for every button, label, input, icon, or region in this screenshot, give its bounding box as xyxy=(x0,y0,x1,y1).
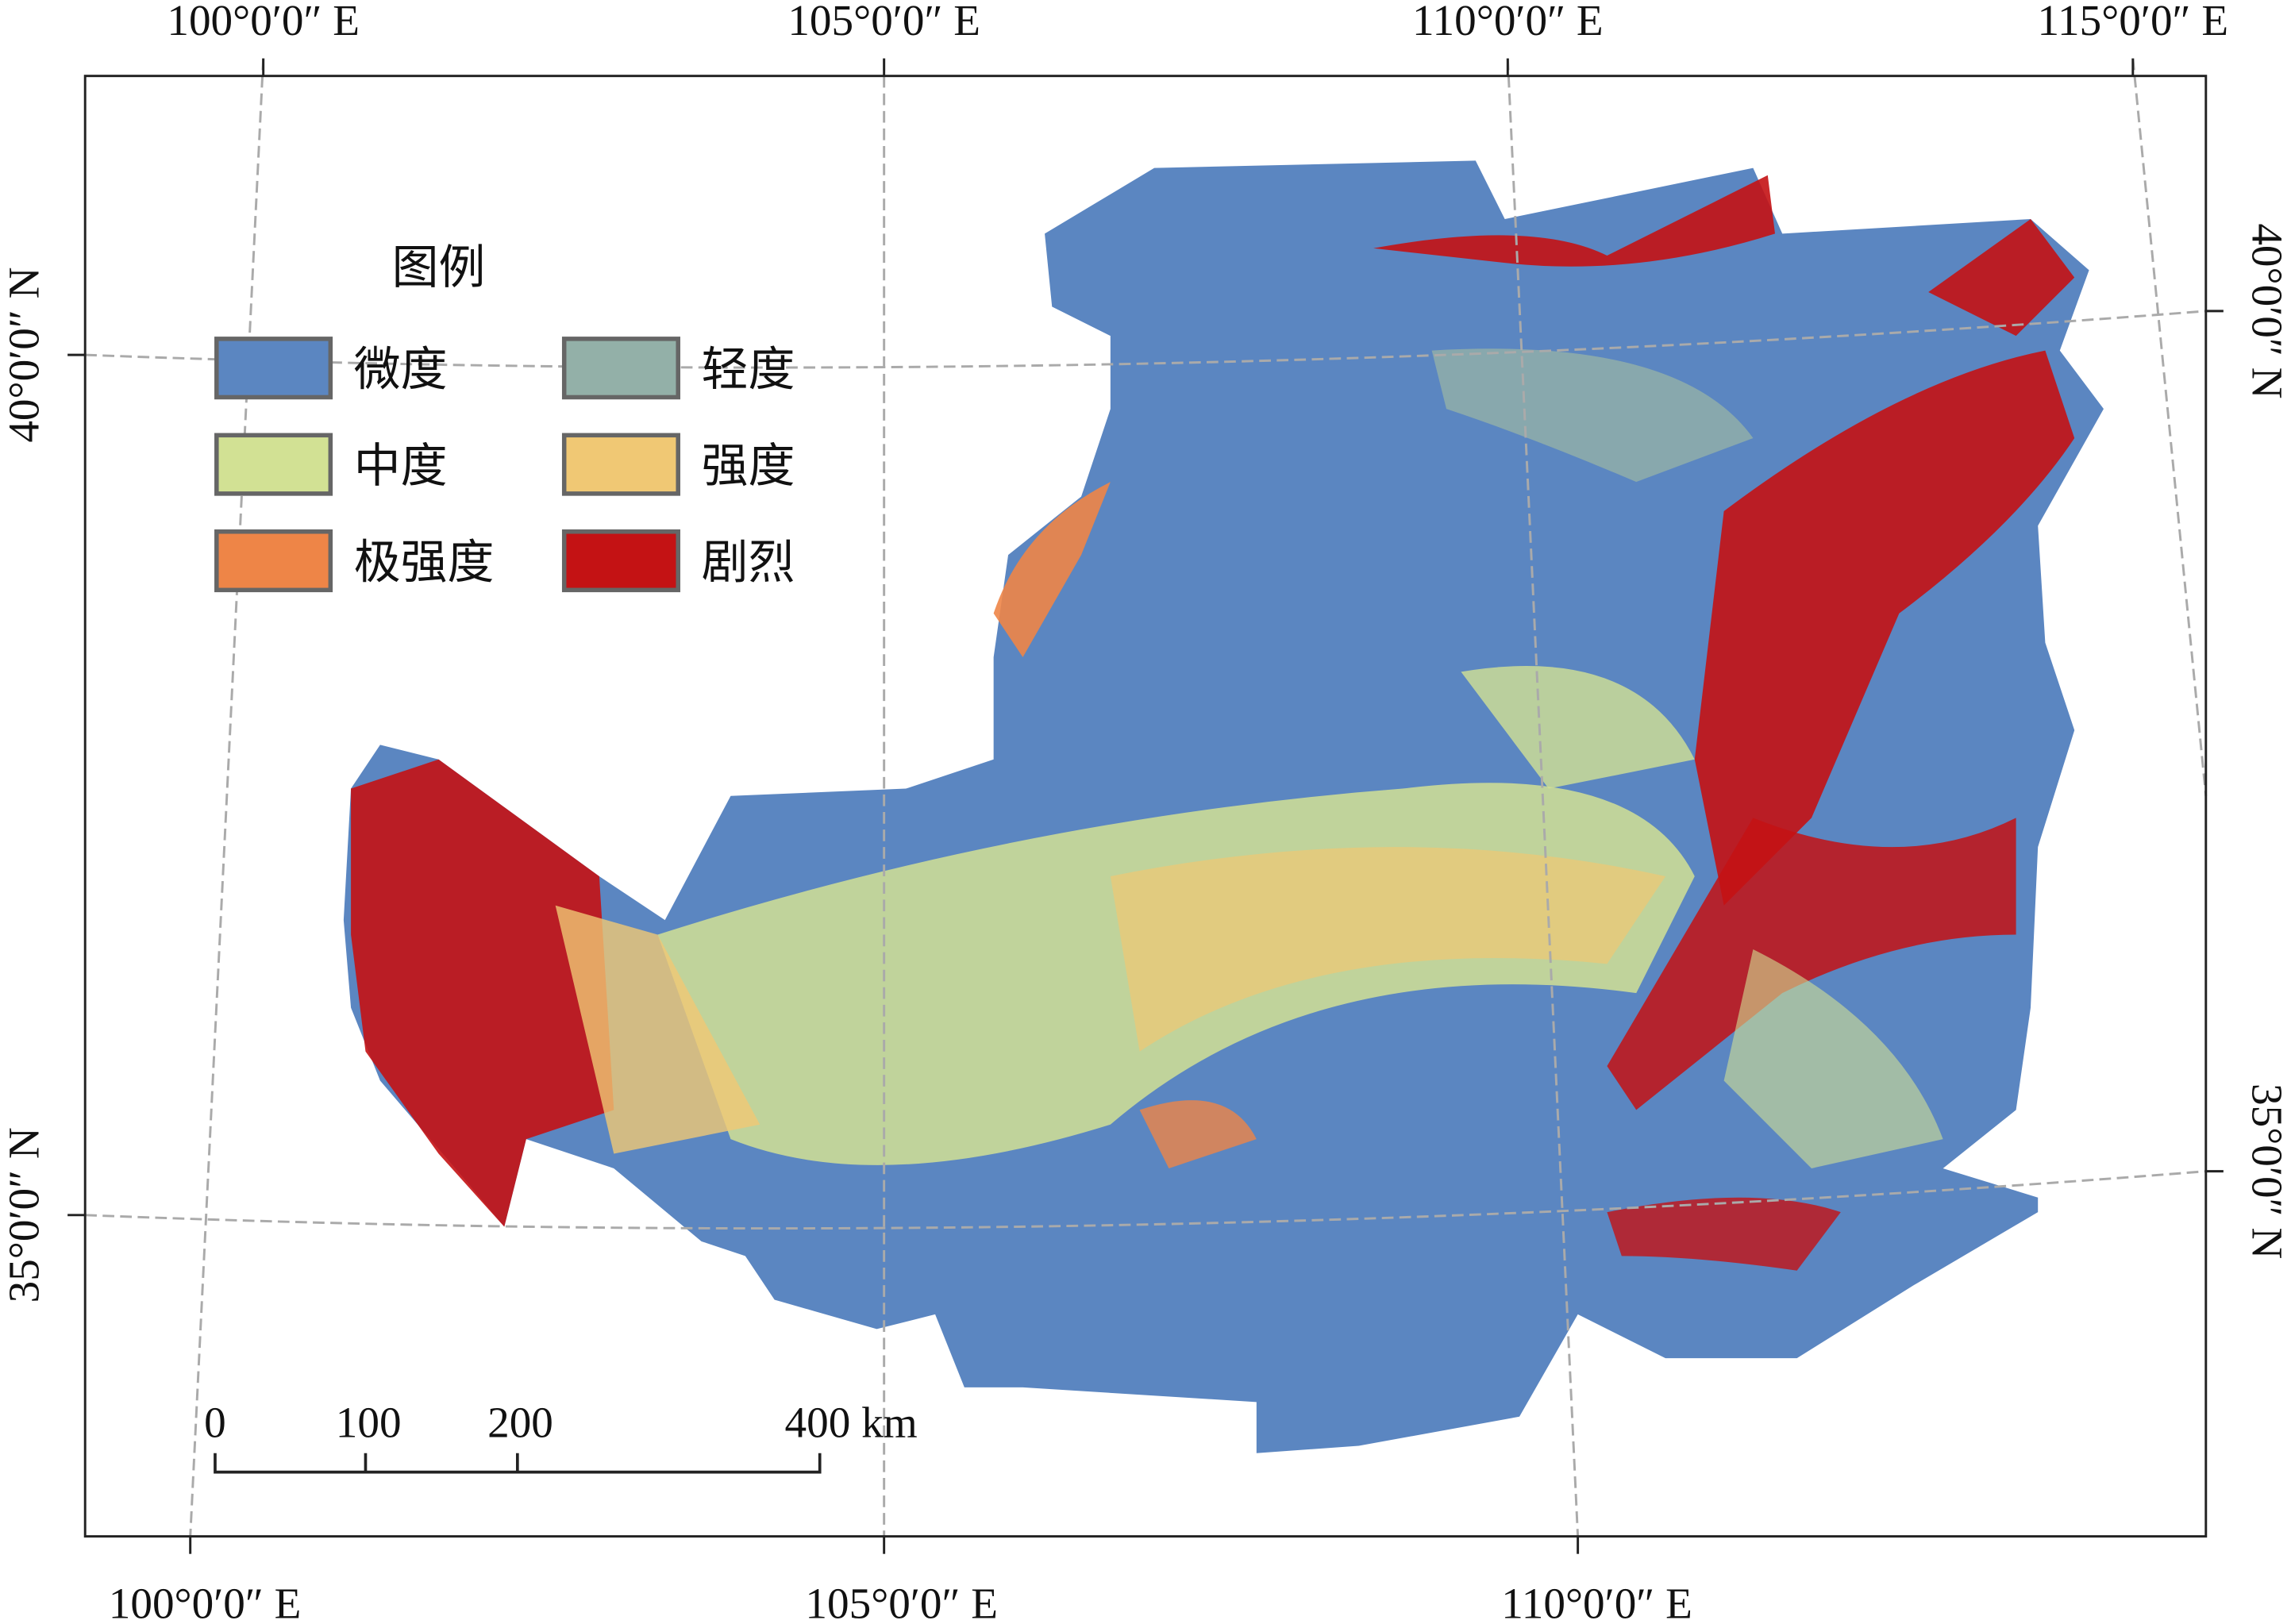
scale-bar: 0 100 200 400 km xyxy=(204,1398,918,1474)
meridian xyxy=(2131,58,2208,796)
legend-swatch xyxy=(561,337,680,400)
legend-label: 中度 xyxy=(354,438,448,493)
legend-label: 剧烈 xyxy=(702,535,795,590)
scale-label: 200 xyxy=(487,1398,553,1446)
erosion-patch xyxy=(1694,350,2075,906)
erosion-patch xyxy=(351,759,614,1227)
erosion-patch xyxy=(1461,666,1695,789)
top-label: 105°0′0″ E xyxy=(787,0,980,44)
erosion-patch xyxy=(555,905,760,1154)
top-label: 115°0′0″ E xyxy=(2038,0,2229,44)
meridian xyxy=(189,58,265,1537)
top-label: 110°0′0″ E xyxy=(1412,0,1604,44)
meridian xyxy=(1506,58,1580,1537)
scale-label: 100 xyxy=(336,1398,402,1446)
left-label: 40°0′0″ N xyxy=(0,267,48,443)
legend-swatch xyxy=(561,433,680,496)
right-label: 35°0′0″ N xyxy=(2243,1083,2291,1259)
left-label: 35°0′0″ N xyxy=(0,1127,48,1303)
erosion-patch xyxy=(1431,348,1754,483)
bottom-label: 100°0′0″ E xyxy=(109,1580,302,1624)
loess-plateau xyxy=(343,160,2104,1453)
erosion-patch xyxy=(1607,1197,1841,1271)
erosion-patch xyxy=(1373,175,1776,267)
parallel xyxy=(85,310,2206,369)
legend-label: 轻度 xyxy=(702,342,795,397)
erosion-patch xyxy=(1110,847,1666,1052)
legend-title: 图例 xyxy=(392,240,486,294)
tick-marks xyxy=(67,58,2224,1554)
erosion-patch xyxy=(1723,949,1943,1168)
legend-label: 微度 xyxy=(354,342,448,397)
bottom-label: 110°0′0″ E xyxy=(1501,1580,1692,1624)
parallel xyxy=(85,1170,2206,1230)
erosion-patch xyxy=(1928,218,2075,337)
legend-swatch xyxy=(214,529,333,593)
legend-label: 强度 xyxy=(702,438,795,493)
bottom-label: 105°0′0″ E xyxy=(805,1580,998,1624)
erosion-patch xyxy=(993,482,1111,657)
legend-swatch xyxy=(214,337,333,400)
legend-swatch xyxy=(214,433,333,496)
scale-label: 0 xyxy=(204,1398,226,1446)
scale-label: 400 km xyxy=(785,1398,918,1446)
map-frame xyxy=(83,75,2208,1538)
legend-swatch xyxy=(561,529,680,593)
scale-line xyxy=(214,1453,822,1474)
erosion-patch xyxy=(1607,818,2016,1110)
erosion-patch xyxy=(1139,1100,1257,1168)
graticule xyxy=(85,58,2208,1537)
right-label: 40°0′0″ N xyxy=(2243,223,2291,398)
top-label: 100°0′0″ E xyxy=(167,0,360,44)
legend-label: 极强度 xyxy=(354,535,495,590)
